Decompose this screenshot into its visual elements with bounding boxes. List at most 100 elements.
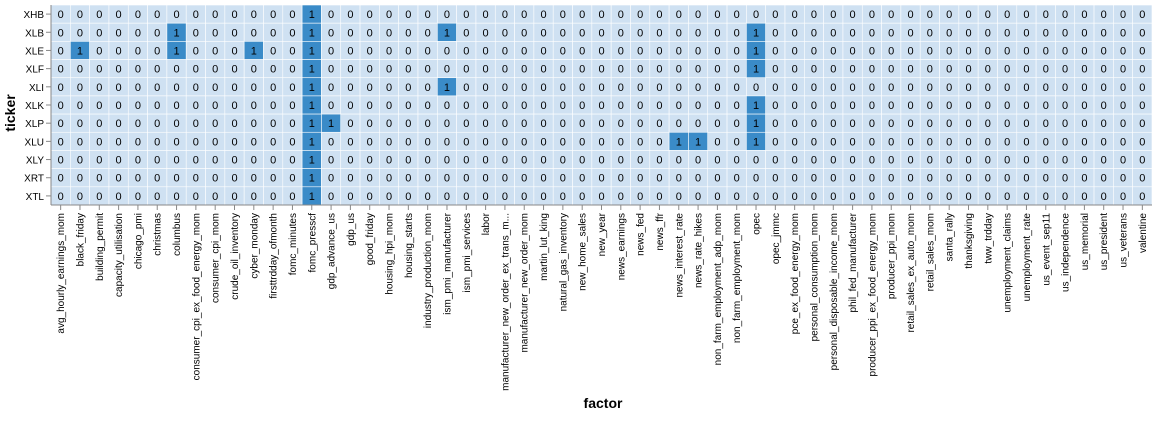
cell-value-label: 0 — [483, 191, 489, 203]
cell-value-label: 0 — [946, 136, 952, 148]
cell-value-label: 0 — [792, 64, 798, 76]
cell-value-label: 0 — [869, 173, 875, 185]
x-tick-label: personal_disposable_income_mom — [829, 213, 840, 370]
cell-value-label: 0 — [734, 9, 740, 21]
cell-value-label: 0 — [1023, 136, 1029, 148]
cell-value-label: 0 — [1081, 82, 1087, 94]
y-tick-label: XLY — [26, 156, 44, 167]
cell-value-label: 0 — [811, 100, 817, 112]
cell-value-label: 0 — [521, 118, 527, 130]
cell-value-label: 0 — [425, 45, 431, 57]
cell-value-label: 0 — [1120, 45, 1126, 57]
cell-value-label: 0 — [483, 27, 489, 39]
cell-value-label: 0 — [772, 136, 778, 148]
cell-value-label: 0 — [367, 45, 373, 57]
cell-value-label: 0 — [850, 45, 856, 57]
cell-value-label: 0 — [695, 45, 701, 57]
cell-value-label: 0 — [618, 45, 624, 57]
cell-value-label: 0 — [579, 118, 585, 130]
cell-value-label: 0 — [869, 27, 875, 39]
cell-value-label: 0 — [212, 64, 218, 76]
cell-value-label: 0 — [1120, 191, 1126, 203]
cell-value-label: 0 — [985, 27, 991, 39]
cell-value-label: 0 — [386, 191, 392, 203]
x-tick-label: santa_rally — [945, 213, 956, 261]
cell-value-label: 0 — [347, 118, 353, 130]
cell-value-label: 0 — [907, 45, 913, 57]
x-tick-label: retail_sales_mom — [925, 213, 936, 291]
cell-value-label: 0 — [598, 173, 604, 185]
cell-value-label: 0 — [58, 82, 64, 94]
cell-value-label: 0 — [714, 9, 720, 21]
x-tick-label: labor — [481, 212, 492, 235]
cell-value-label: 0 — [231, 27, 237, 39]
cell-value-label: 0 — [656, 136, 662, 148]
cell-value-label: 0 — [116, 118, 122, 130]
cell-value-label: 0 — [1139, 191, 1145, 203]
cell-value-label: 0 — [772, 9, 778, 21]
cell-value-label: 0 — [1062, 64, 1068, 76]
cell-value-label: 0 — [116, 191, 122, 203]
cell-value-label: 0 — [830, 64, 836, 76]
cell-value-label: 0 — [888, 100, 894, 112]
cell-value-label: 0 — [985, 9, 991, 21]
cell-value-label: 0 — [231, 136, 237, 148]
cell-value-label: 0 — [289, 27, 295, 39]
cell-value-label: 0 — [425, 155, 431, 167]
cell-value-label: 0 — [540, 136, 546, 148]
cell-value-label: 0 — [714, 45, 720, 57]
cell-value-label: 0 — [483, 9, 489, 21]
cell-value-label: 1 — [328, 118, 334, 130]
cell-value-label: 1 — [753, 118, 759, 130]
cell-value-label: 0 — [560, 45, 566, 57]
cell-value-label: 0 — [386, 100, 392, 112]
cell-value-label: 0 — [1004, 100, 1010, 112]
cell-value-label: 0 — [888, 155, 894, 167]
cell-value-label: 1 — [676, 136, 682, 148]
cell-value-label: 0 — [811, 118, 817, 130]
cell-value-label: 0 — [463, 173, 469, 185]
cell-value-label: 0 — [676, 82, 682, 94]
cell-value-label: 0 — [869, 64, 875, 76]
cell-value-label: 0 — [289, 64, 295, 76]
cell-value-label: 0 — [618, 100, 624, 112]
cell-value-label: 0 — [251, 118, 257, 130]
cell-value-label: 1 — [251, 45, 257, 57]
cell-value-label: 0 — [1101, 100, 1107, 112]
cell-value-label: 0 — [830, 45, 836, 57]
cell-value-label: 0 — [579, 45, 585, 57]
cell-value-label: 0 — [598, 118, 604, 130]
cell-value-label: 0 — [965, 155, 971, 167]
cell-value-label: 0 — [965, 82, 971, 94]
cell-value-label: 0 — [425, 100, 431, 112]
cell-value-label: 1 — [173, 27, 179, 39]
cell-value-label: 0 — [850, 27, 856, 39]
cell-value-label: 0 — [154, 155, 160, 167]
cell-value-label: 0 — [135, 100, 141, 112]
y-tick-label: XTL — [26, 192, 45, 203]
cell-value-label: 0 — [656, 64, 662, 76]
cell-value-label: 0 — [946, 64, 952, 76]
cell-value-label: 0 — [734, 27, 740, 39]
cell-value-label: 0 — [927, 9, 933, 21]
cell-value-label: 0 — [676, 173, 682, 185]
cell-value-label: 0 — [212, 9, 218, 21]
cell-value-label: 0 — [792, 191, 798, 203]
cell-value-label: 0 — [1004, 82, 1010, 94]
cell-value-label: 0 — [521, 191, 527, 203]
x-tick-label: opec — [752, 213, 763, 235]
cell-value-label: 0 — [77, 100, 83, 112]
cell-value-label: 0 — [734, 136, 740, 148]
cell-value-label: 0 — [676, 155, 682, 167]
cell-value-label: 0 — [386, 9, 392, 21]
cell-value-label: 0 — [289, 118, 295, 130]
x-axis-title: factor — [584, 395, 623, 411]
cell-value-label: 0 — [463, 45, 469, 57]
cell-value-label: 0 — [695, 9, 701, 21]
cell-value-label: 0 — [1101, 155, 1107, 167]
cell-value-label: 0 — [96, 155, 102, 167]
y-tick-label: XLI — [29, 83, 44, 94]
cell-value-label: 0 — [154, 191, 160, 203]
cell-value-label: 0 — [850, 100, 856, 112]
cell-value-label: 0 — [77, 82, 83, 94]
